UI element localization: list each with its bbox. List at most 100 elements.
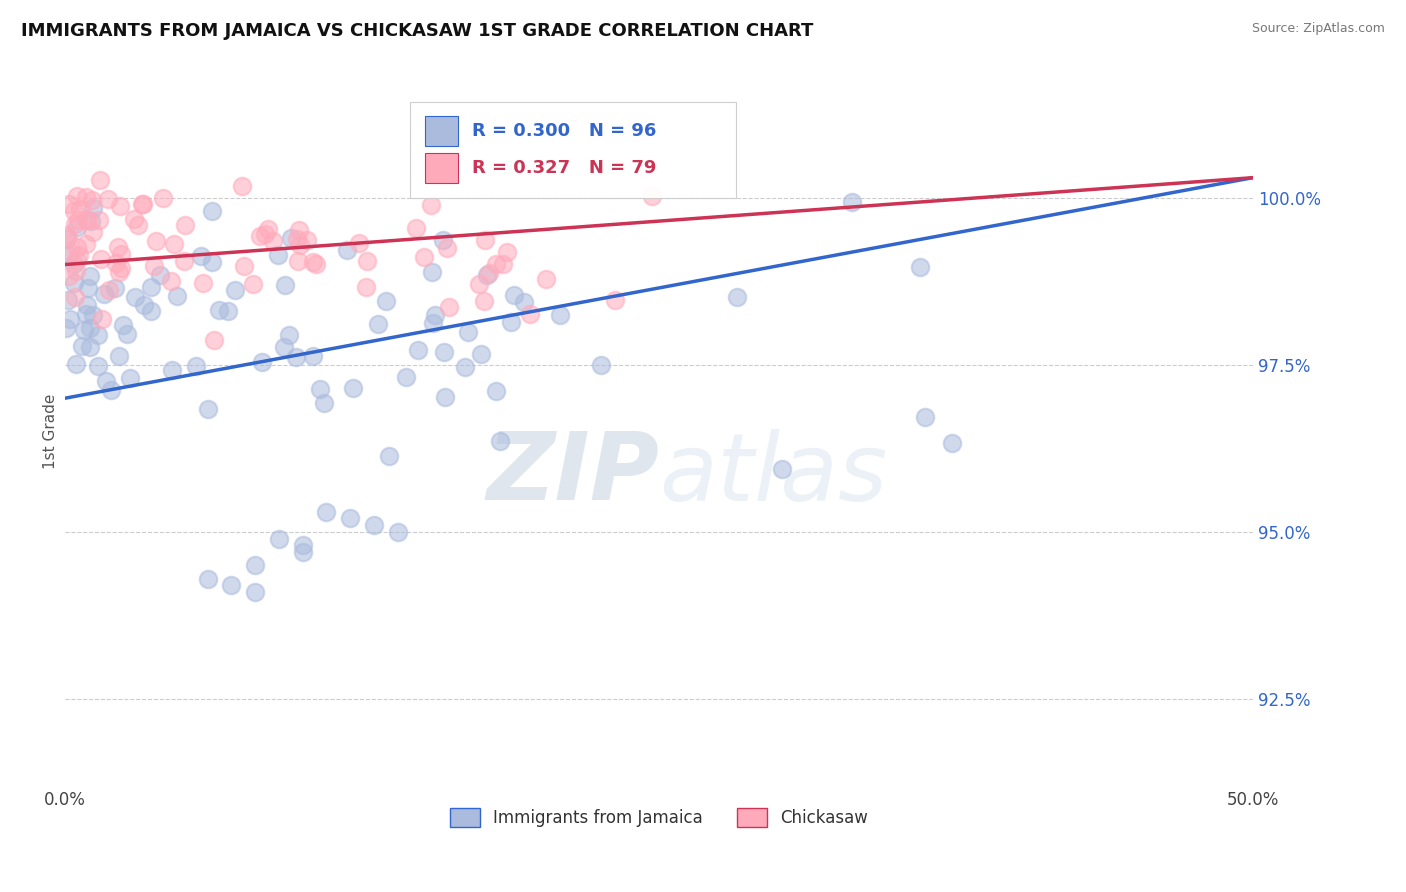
Point [485, 257, 508, 271]
Point [197, 572, 219, 586]
Point [770, 461, 793, 475]
Point [377, 449, 399, 463]
Point [420, 198, 443, 212]
Point [249, 229, 271, 244]
Point [186, 359, 208, 373]
Point [217, 304, 239, 318]
Point [76, 212, 98, 227]
Point [139, 280, 162, 294]
Point [433, 345, 456, 359]
Point [197, 401, 219, 416]
Point [110, 261, 132, 276]
Point [55, 321, 77, 335]
Point [66, 252, 89, 267]
Point [342, 380, 364, 394]
Point [80, 214, 103, 228]
Point [208, 303, 231, 318]
Point [224, 283, 246, 297]
Point [314, 396, 336, 410]
Point [79, 269, 101, 284]
Point [243, 558, 266, 573]
Point [641, 189, 664, 203]
Point [474, 233, 496, 247]
Point [94, 374, 117, 388]
Point [60, 245, 83, 260]
Point [291, 545, 314, 559]
Text: R = 0.327   N = 79: R = 0.327 N = 79 [472, 159, 657, 178]
Point [58, 197, 80, 211]
Point [79, 320, 101, 334]
Point [166, 288, 188, 302]
Point [519, 307, 541, 321]
Point [66, 189, 89, 203]
Point [82, 225, 104, 239]
Point [302, 254, 325, 268]
Point [472, 294, 495, 309]
Point [423, 309, 446, 323]
Point [93, 286, 115, 301]
Point [413, 250, 436, 264]
Point [90, 252, 112, 267]
Point [267, 248, 290, 262]
Point [908, 260, 931, 274]
Point [589, 358, 612, 372]
Point [87, 359, 110, 374]
Point [436, 241, 458, 255]
Point [63, 217, 86, 231]
Point [422, 316, 444, 330]
Point [367, 318, 389, 332]
Point [339, 511, 361, 525]
Point [97, 192, 120, 206]
Point [112, 318, 135, 332]
Point [278, 328, 301, 343]
Point [66, 239, 89, 253]
Point [56, 248, 79, 262]
Point [79, 340, 101, 354]
Point [69, 202, 91, 216]
Point [87, 328, 110, 343]
Point [110, 246, 132, 260]
Point [145, 235, 167, 249]
Point [478, 266, 501, 280]
Point [288, 238, 311, 252]
Point [548, 309, 571, 323]
Point [66, 220, 89, 235]
Point [841, 194, 863, 209]
Point [201, 203, 224, 218]
Point [58, 268, 80, 283]
FancyBboxPatch shape [425, 153, 458, 183]
Point [287, 254, 309, 268]
Point [454, 360, 477, 375]
Point [302, 349, 325, 363]
Point [120, 370, 142, 384]
Point [232, 260, 254, 274]
Point [468, 277, 491, 292]
Point [63, 276, 86, 290]
Point [231, 178, 253, 193]
Point [75, 307, 97, 321]
Point [124, 290, 146, 304]
Point [82, 308, 104, 322]
Point [76, 212, 98, 227]
Point [280, 231, 302, 245]
Point [492, 257, 515, 271]
Point [87, 213, 110, 227]
Point [489, 434, 512, 448]
Point [288, 222, 311, 236]
Point [605, 293, 627, 307]
Point [336, 243, 359, 257]
Point [56, 232, 79, 246]
Point [374, 294, 396, 309]
Point [108, 265, 131, 279]
Point [914, 410, 936, 425]
Point [152, 191, 174, 205]
Point [67, 213, 90, 227]
Point [501, 315, 523, 329]
Point [405, 220, 427, 235]
Y-axis label: 1st Grade: 1st Grade [44, 394, 58, 469]
Point [201, 255, 224, 269]
Point [363, 518, 385, 533]
Point [437, 300, 460, 314]
Point [173, 253, 195, 268]
Point [117, 327, 139, 342]
